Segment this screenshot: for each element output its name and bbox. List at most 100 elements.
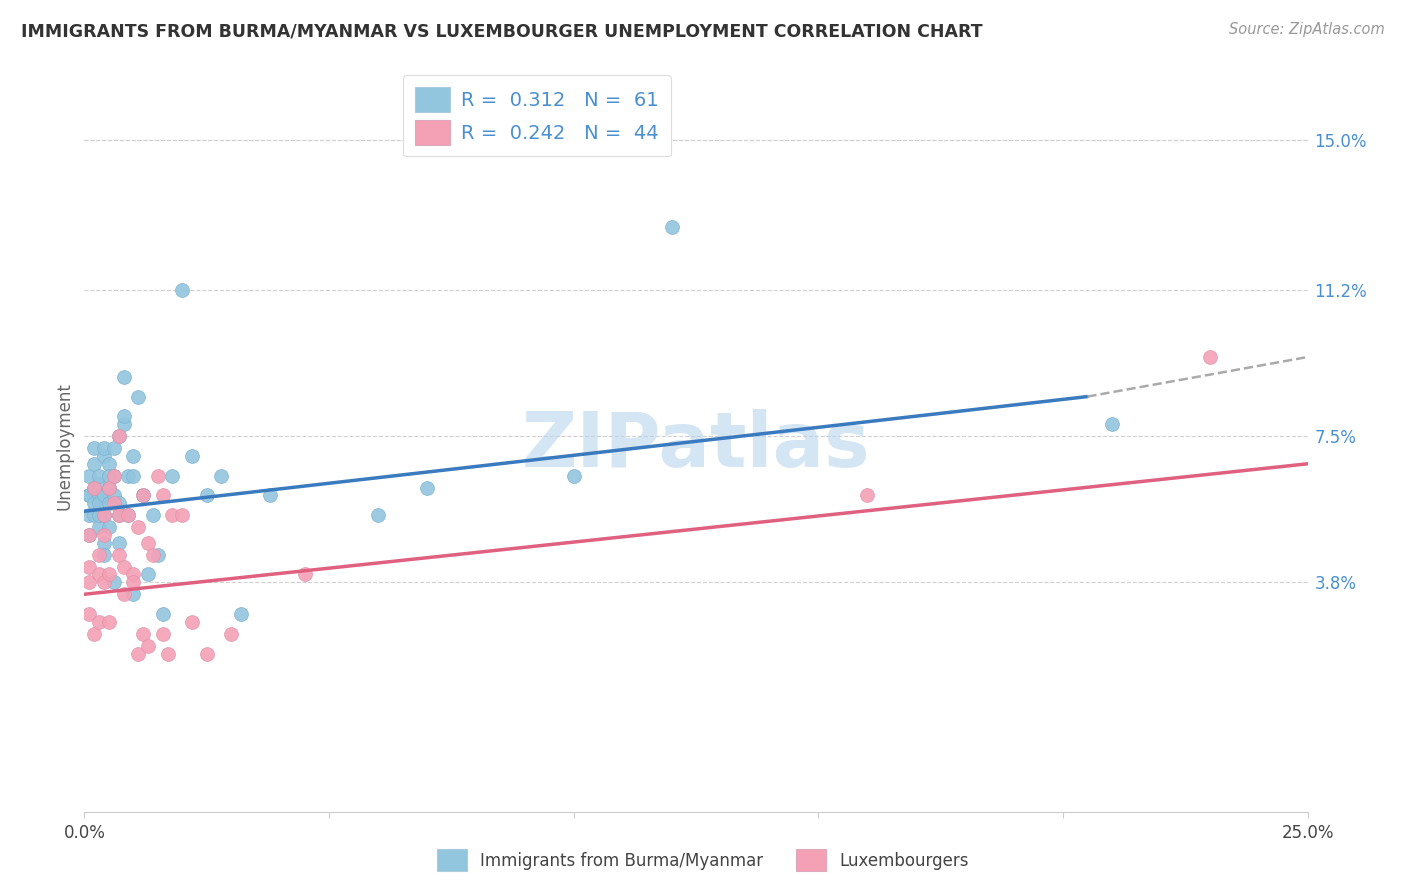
- Point: [1101, 417, 1123, 432]
- Point: [122, 449, 145, 463]
- Point: [93, 449, 115, 463]
- Point: [93, 575, 115, 590]
- Point: [122, 575, 145, 590]
- Point: [87, 615, 110, 629]
- Point: [195, 488, 218, 502]
- Point: [93, 441, 115, 455]
- Point: [93, 536, 115, 550]
- Point: [162, 468, 184, 483]
- Point: [103, 575, 125, 590]
- Text: IMMIGRANTS FROM BURMA/MYANMAR VS LUXEMBOURGER UNEMPLOYMENT CORRELATION CHART: IMMIGRANTS FROM BURMA/MYANMAR VS LUXEMBO…: [21, 22, 983, 40]
- Point: [77, 488, 100, 502]
- Point: [156, 647, 179, 661]
- Text: Source: ZipAtlas.com: Source: ZipAtlas.com: [1229, 22, 1385, 37]
- Point: [112, 417, 135, 432]
- Point: [93, 488, 115, 502]
- Point: [107, 508, 129, 523]
- Point: [132, 488, 155, 502]
- Point: [83, 481, 105, 495]
- Point: [416, 481, 439, 495]
- Point: [77, 528, 100, 542]
- Point: [195, 647, 218, 661]
- Point: [97, 457, 120, 471]
- Point: [103, 468, 125, 483]
- Point: [97, 468, 120, 483]
- Point: [83, 496, 105, 510]
- Point: [83, 508, 105, 523]
- Point: [162, 508, 184, 523]
- Point: [87, 508, 110, 523]
- Point: [97, 615, 120, 629]
- Point: [87, 476, 110, 491]
- Point: [77, 575, 100, 590]
- Point: [83, 481, 105, 495]
- Y-axis label: Unemployment: Unemployment: [55, 382, 73, 510]
- Point: [127, 390, 149, 404]
- Point: [87, 520, 110, 534]
- Point: [209, 468, 232, 483]
- Point: [87, 567, 110, 582]
- Point: [107, 429, 129, 443]
- Point: [87, 488, 110, 502]
- Point: [127, 520, 149, 534]
- Point: [77, 528, 100, 542]
- Point: [146, 548, 169, 562]
- Point: [87, 496, 110, 510]
- Point: [112, 409, 135, 424]
- Point: [1198, 350, 1220, 364]
- Point: [181, 449, 204, 463]
- Point: [367, 508, 389, 523]
- Point: [77, 508, 100, 523]
- Point: [136, 567, 159, 582]
- Point: [83, 627, 105, 641]
- Point: [112, 369, 135, 384]
- Point: [259, 488, 281, 502]
- Point: [103, 496, 125, 510]
- Point: [77, 488, 100, 502]
- Point: [107, 548, 129, 562]
- Point: [127, 647, 149, 661]
- Point: [117, 508, 139, 523]
- Point: [152, 607, 174, 621]
- Point: [181, 615, 204, 629]
- Point: [112, 587, 135, 601]
- Point: [83, 441, 105, 455]
- Point: [87, 468, 110, 483]
- Point: [142, 508, 165, 523]
- Point: [77, 607, 100, 621]
- Point: [294, 567, 316, 582]
- Point: [97, 520, 120, 534]
- Point: [107, 536, 129, 550]
- Point: [93, 548, 115, 562]
- Point: [97, 481, 120, 495]
- Point: [77, 468, 100, 483]
- Point: [122, 468, 145, 483]
- Point: [172, 508, 194, 523]
- Text: ZIPatlas: ZIPatlas: [522, 409, 870, 483]
- Point: [112, 559, 135, 574]
- Point: [132, 488, 155, 502]
- Point: [122, 567, 145, 582]
- Point: [229, 607, 252, 621]
- Point: [107, 496, 129, 510]
- Point: [103, 441, 125, 455]
- Point: [77, 559, 100, 574]
- Point: [97, 481, 120, 495]
- Point: [219, 627, 242, 641]
- Point: [152, 488, 174, 502]
- Point: [132, 627, 155, 641]
- Point: [146, 468, 169, 483]
- Point: [97, 567, 120, 582]
- Point: [93, 508, 115, 523]
- Legend: R =  0.312   N =  61, R =  0.242   N =  44: R = 0.312 N = 61, R = 0.242 N = 44: [404, 75, 671, 156]
- Point: [172, 283, 194, 297]
- Point: [136, 536, 159, 550]
- Point: [103, 488, 125, 502]
- Point: [107, 508, 129, 523]
- Point: [83, 457, 105, 471]
- Legend: Immigrants from Burma/Myanmar, Luxembourgers: Immigrants from Burma/Myanmar, Luxembour…: [429, 841, 977, 880]
- Point: [87, 548, 110, 562]
- Point: [117, 508, 139, 523]
- Point: [93, 528, 115, 542]
- Point: [103, 468, 125, 483]
